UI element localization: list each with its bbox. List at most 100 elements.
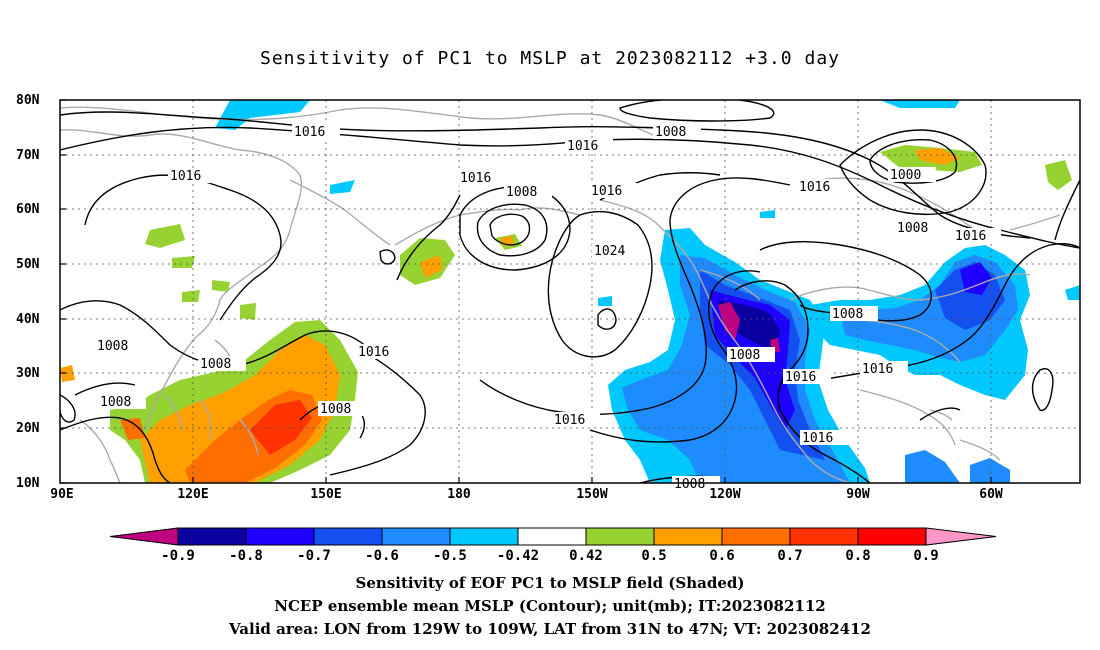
contour-label: 1016 [292, 124, 340, 140]
svg-text:1008: 1008 [655, 125, 686, 140]
svg-text:1016: 1016 [460, 171, 491, 186]
lat-labels: 80N 70N 60N 50N 40N 30N 20N 10N [16, 93, 40, 491]
lon-label: 120W [709, 487, 740, 502]
contour-label: 1016 [552, 412, 600, 428]
colorbar-box [653, 527, 723, 546]
caption-contour: NCEP ensemble mean MSLP (Contour); unit(… [274, 597, 826, 615]
colorbar-tick-label: -0.7 [297, 548, 331, 564]
svg-text:1016: 1016 [802, 431, 833, 446]
contour-label: 1016 [783, 369, 831, 385]
svg-text:1008: 1008 [729, 348, 760, 363]
colorbar-tick-label: 0.42 [569, 548, 603, 564]
lon-labels: 90E 120E 150E 180 150W 120W 90W 60W [50, 487, 1003, 502]
map-title: Sensitivity of PC1 to MSLP at 2023082112… [259, 48, 840, 69]
lon-label: 150E [310, 487, 341, 502]
svg-text:1016: 1016 [862, 362, 893, 377]
svg-text:1024: 1024 [594, 244, 625, 259]
colorbar-box [721, 527, 791, 546]
lon-label: 150W [576, 487, 607, 502]
colorbar-tick-label: 0.8 [845, 548, 870, 564]
contour-label: 1016 [797, 179, 845, 195]
svg-text:1016: 1016 [799, 180, 830, 195]
svg-text:1008: 1008 [897, 221, 928, 236]
caption-valid-area: Valid area: LON from 129W to 109W, LAT f… [229, 620, 871, 638]
lat-label: 10N [16, 476, 40, 491]
contour-label: 1008 [95, 338, 143, 354]
colorbar-tick-label: 0.9 [913, 548, 938, 564]
colorbar: -0.9 -0.8 -0.7 -0.6 -0.5 -0.42 0.42 0.5 0.6 0.7 0.… [109, 527, 997, 564]
contour-label: 1016 [589, 183, 637, 199]
svg-text:1016: 1016 [955, 229, 986, 244]
tick-marks [60, 99, 992, 484]
contour-label: 1008 [504, 184, 552, 200]
svg-text:1008: 1008 [832, 307, 863, 322]
lat-label: 20N [16, 421, 40, 436]
caption-shaded: Sensitivity of EOF PC1 to MSLP field (Sh… [355, 574, 745, 592]
svg-text:1016: 1016 [554, 413, 585, 428]
colorbar-tick-label: 0.5 [641, 548, 666, 564]
lat-label: 80N [16, 93, 40, 108]
colorbar-tick-label: -0.5 [433, 548, 467, 564]
contour-label: 1024 [592, 243, 640, 259]
lon-label: 90W [846, 487, 870, 502]
svg-text:1000: 1000 [890, 168, 921, 183]
lat-label: 50N [16, 257, 40, 272]
lat-label: 70N [16, 148, 40, 163]
colorbar-box [789, 527, 859, 546]
svg-text:1016: 1016 [358, 345, 389, 360]
lon-label: 180 [447, 487, 471, 502]
colorbar-tick-label: -0.9 [161, 548, 195, 564]
colorbar-tick-label: -0.8 [229, 548, 263, 564]
lon-label: 90E [50, 487, 73, 502]
lon-label: 60W [979, 487, 1003, 502]
contour-label: 1008 [318, 401, 366, 417]
contour-label: 1008 [830, 306, 878, 322]
lon-label: 120E [177, 487, 208, 502]
colorbar-tick-label: -0.42 [497, 548, 539, 564]
colorbar-low-arrow [109, 527, 179, 546]
colorbar-box [245, 527, 315, 546]
colorbar-box [449, 527, 519, 546]
lat-label: 30N [16, 366, 40, 381]
contour-label: 1016 [458, 170, 506, 186]
contour-label: 1008 [98, 394, 146, 410]
colorbar-box [585, 527, 655, 546]
contour-label: 1008 [895, 220, 943, 236]
sensitivity-map: 1016 1016 1016 1008 1016 1008 1016 1024 … [16, 93, 1081, 564]
lat-label: 40N [16, 312, 40, 327]
contour-label: 1008 [727, 347, 775, 363]
colorbar-tick-label: 0.7 [777, 548, 802, 564]
lat-label: 60N [16, 202, 40, 217]
contour-label: 1008 [198, 356, 246, 372]
svg-text:1008: 1008 [100, 395, 131, 410]
svg-text:1008: 1008 [97, 339, 128, 354]
svg-text:1008: 1008 [674, 477, 705, 492]
colorbar-box [381, 527, 451, 546]
contour-label: 1008 [653, 124, 701, 140]
colorbar-high-arrow [925, 527, 997, 546]
sensitivity-shading [60, 100, 1080, 483]
contour-labels: 1016 1016 1016 1008 1016 1008 1016 1024 … [95, 124, 1001, 492]
contour-label: 1000 [888, 167, 936, 183]
contour-label: 1016 [860, 361, 908, 377]
contour-label: 1016 [565, 138, 613, 154]
svg-text:1016: 1016 [567, 139, 598, 154]
colorbar-tick-label: -0.6 [365, 548, 399, 564]
colorbar-box [517, 527, 587, 546]
colorbar-box [313, 527, 383, 546]
colorbar-box [857, 527, 927, 546]
map-frame [59, 99, 1081, 484]
contour-label: 1016 [800, 430, 848, 446]
svg-text:1016: 1016 [591, 184, 622, 199]
svg-text:1016: 1016 [785, 370, 816, 385]
svg-text:1008: 1008 [200, 357, 231, 372]
colorbar-box [177, 527, 247, 546]
contour-label: 1016 [953, 228, 1001, 244]
svg-text:1016: 1016 [294, 125, 325, 140]
mslp-contours [60, 100, 1080, 483]
contour-label: 1016 [356, 344, 404, 360]
svg-text:1008: 1008 [320, 402, 351, 417]
contour-label: 1016 [168, 168, 216, 184]
colorbar-tick-label: 0.6 [709, 548, 734, 564]
svg-text:1008: 1008 [506, 185, 537, 200]
